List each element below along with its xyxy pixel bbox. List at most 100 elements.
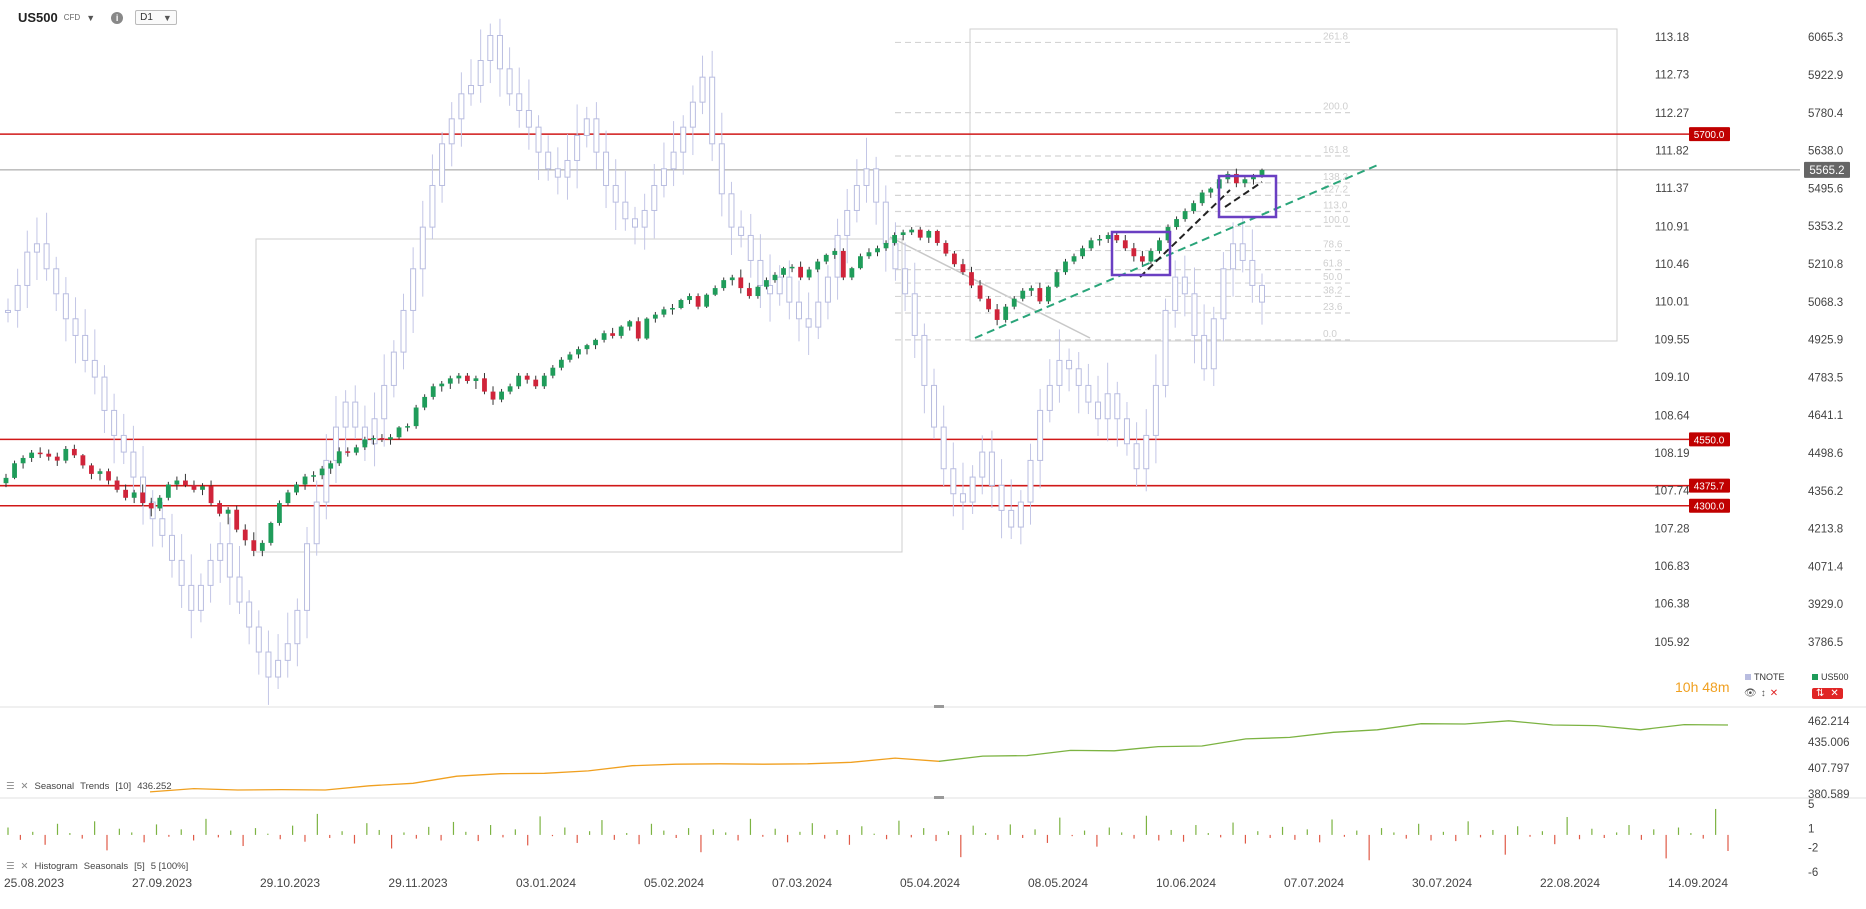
us500-candle	[815, 261, 821, 270]
eye-icon[interactable]: 👁	[1744, 688, 1757, 699]
us500-candle	[456, 375, 462, 379]
tnote-candle	[419, 226, 426, 270]
tnote-candle	[120, 434, 127, 453]
tnote-candle	[757, 259, 764, 286]
tnote-axis-tick: 113.18	[1655, 32, 1689, 44]
us500-controls: ⇅ ✕	[1812, 688, 1843, 699]
us500-candle	[353, 447, 359, 453]
legend-tnote[interactable]: TNOTE	[1745, 672, 1785, 682]
fib-level-label: 61.8	[1323, 259, 1343, 270]
close-icon[interactable]: ✕	[1830, 688, 1839, 699]
settings-icon[interactable]: ☰	[6, 781, 15, 792]
tnote-candle	[101, 376, 108, 411]
tnote-candle	[535, 126, 542, 153]
symbol-label[interactable]: US500	[18, 10, 58, 25]
us500-candle	[482, 378, 487, 392]
tnote-candle	[931, 384, 938, 428]
chevron-down-icon[interactable]: ▼	[86, 12, 96, 23]
us500-control-box[interactable]: ⇅ ✕	[1812, 688, 1843, 699]
us500-candle	[242, 529, 248, 541]
tnote-candle	[959, 493, 966, 503]
us500-candle	[704, 294, 710, 307]
us500-candle	[54, 456, 60, 461]
tnote-candle	[911, 293, 918, 336]
us500-candle	[46, 453, 52, 457]
fib-level-label: 38.2	[1323, 285, 1343, 296]
reorder-icon[interactable]: ↕	[1760, 688, 1766, 699]
tnote-candle	[188, 584, 195, 611]
tnote-candle	[1201, 334, 1208, 370]
tnote-candle	[468, 84, 475, 95]
tnote-candle	[718, 143, 725, 195]
time-axis-tick: 22.08.2024	[1540, 876, 1600, 890]
us500-candle	[977, 285, 983, 299]
timeframe-select[interactable]: D1 ▼	[135, 10, 177, 25]
tnote-axis-tick: 108.19	[1654, 448, 1689, 460]
tnote-candle	[14, 284, 21, 311]
tnote-candle	[902, 268, 909, 295]
time-axis-tick: 29.11.2023	[388, 876, 447, 890]
us500-candle	[20, 457, 26, 464]
tnote-candle	[1104, 393, 1111, 420]
tnote-candle	[1172, 276, 1179, 311]
price-axis-tick: 3786.5	[1808, 637, 1843, 649]
tnote-controls: 👁 ↕ ✕	[1744, 688, 1778, 699]
us500-candle	[225, 509, 231, 514]
price-axis-tick: 4641.1	[1808, 410, 1843, 422]
us500-candle	[362, 439, 368, 448]
horizontal-levels: 5700.0 4550.0 4375.7 4300.0	[0, 127, 1800, 513]
tnote-candle	[689, 101, 696, 128]
seasonal-line-future	[938, 720, 1729, 762]
tnote-candle	[313, 501, 320, 545]
fib-level-label: 113.0	[1323, 200, 1348, 211]
tnote-axis-tick: 107.74	[1654, 485, 1690, 497]
us500-candle	[892, 235, 897, 243]
histogram-indicator-label[interactable]: ☰ ✕ Histogram Seasonals [5] 5 [100%]	[6, 861, 188, 872]
us500-candle	[336, 451, 342, 464]
tnote-candle	[439, 143, 446, 186]
tnote-candle	[998, 484, 1005, 511]
us500-candle	[926, 231, 932, 238]
close-icon[interactable]: ✕	[20, 861, 29, 872]
seasonal-indicator-label[interactable]: ☰ ✕ Seasonal Trends [10] 436.252	[6, 781, 172, 792]
us500-candle	[277, 503, 282, 523]
us500-swatch	[1812, 674, 1818, 680]
us500-candle	[866, 252, 872, 257]
tnote-candle	[168, 534, 175, 561]
price-axis-tick: 5780.4	[1808, 108, 1844, 120]
us500-candle	[371, 438, 376, 440]
us500-candle	[165, 484, 171, 498]
settings-icon[interactable]: ☰	[6, 861, 15, 872]
close-icon[interactable]: ✕	[1769, 688, 1779, 699]
tnote-candle	[1017, 501, 1024, 528]
us500-candle	[200, 486, 205, 490]
us500-candle	[80, 455, 86, 466]
time-axis: 25.08.2023 27.09.2023 29.10.2023 29.11.2023…	[4, 876, 1728, 890]
tnote-candle	[448, 118, 455, 145]
tnote-candle	[622, 201, 629, 220]
us500-candle	[1199, 192, 1205, 204]
tnote-candle	[583, 118, 590, 136]
tnote-candle	[236, 576, 243, 603]
time-axis-tick: 30.07.2024	[1412, 876, 1472, 890]
us500-candle	[934, 231, 940, 243]
tnote-candle	[863, 168, 870, 186]
us500-candle	[1165, 227, 1171, 241]
tnote-candle	[805, 318, 812, 328]
us500-candle	[840, 250, 846, 278]
us500-candle	[764, 280, 769, 287]
us500-candle	[601, 333, 607, 340]
us500-candle	[541, 375, 547, 387]
tnote-candle	[284, 643, 291, 661]
close-icon[interactable]: ✕	[20, 781, 29, 792]
legend-us500[interactable]: US500	[1812, 672, 1849, 682]
us500-candle	[490, 391, 496, 400]
tnote-axis-tick: 111.82	[1655, 145, 1688, 157]
tnote-axis-tick: 112.27	[1655, 108, 1689, 120]
us500-candle	[533, 379, 539, 387]
seasonal-axis-tick: 435.006	[1808, 737, 1850, 749]
candle-type-icon[interactable]: ⇅	[1816, 688, 1825, 699]
tnote-candle	[1046, 384, 1053, 411]
info-icon[interactable]: i	[111, 11, 124, 24]
